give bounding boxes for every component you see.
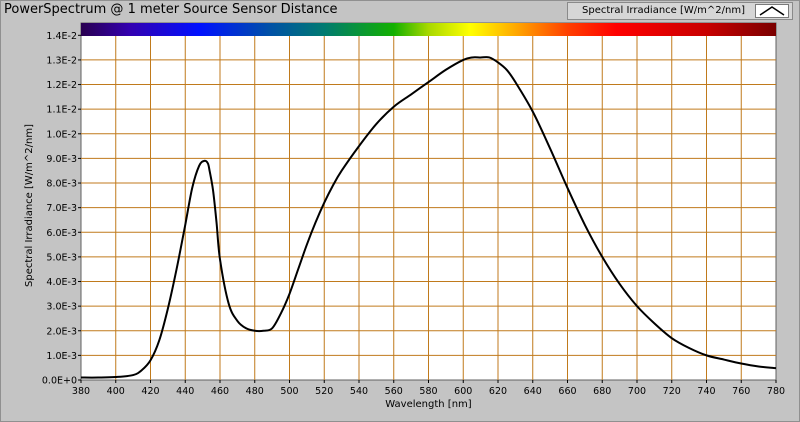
x-tick-label: 460 (211, 386, 229, 397)
x-tick-label: 620 (489, 386, 507, 397)
x-tick-label: 600 (454, 386, 472, 397)
y-tick-label: 8.0E-3 (46, 179, 77, 190)
y-tick-label: 3.0E-3 (46, 302, 77, 313)
x-tick-label: 440 (176, 386, 194, 397)
y-tick-label: 7.0E-3 (46, 203, 77, 214)
spectrum-bar (81, 23, 776, 36)
x-tick-label: 540 (350, 386, 368, 397)
x-tick-label: 740 (697, 386, 715, 397)
y-tick-label: 1.0E-2 (46, 129, 77, 140)
x-tick-label: 480 (246, 386, 264, 397)
line-sample-icon[interactable] (755, 4, 789, 18)
y-tick-label: 1.2E-2 (46, 80, 77, 91)
y-tick-label: 1.4E-2 (46, 31, 77, 42)
y-tick-label: 2.0E-3 (46, 326, 77, 337)
x-tick-label: 780 (767, 386, 785, 397)
y-tick-label: 5.0E-3 (46, 252, 77, 263)
y-tick-label: 4.0E-3 (46, 277, 77, 288)
y-tick-label: 9.0E-3 (46, 154, 77, 165)
x-tick-label: 720 (663, 386, 681, 397)
x-tick-label: 660 (558, 386, 576, 397)
chart-title: PowerSpectrum @ 1 meter Source Sensor Di… (4, 2, 338, 17)
x-tick-label: 580 (419, 386, 437, 397)
y-tick-label: 1.3E-2 (46, 55, 77, 66)
y-axis-label: Spectral Irradiance [W/m^2/nm] (24, 124, 35, 287)
series-line (80, 56, 777, 379)
x-tick-label: 500 (280, 386, 298, 397)
x-tick-label: 380 (72, 386, 90, 397)
x-tick-label: 420 (141, 386, 159, 397)
y-tick-label: 6.0E-3 (46, 228, 77, 239)
x-tick-label: 700 (628, 386, 646, 397)
x-tick-label: 560 (385, 386, 403, 397)
legend-box[interactable]: Spectral Irradiance [W/m^2/nm] (567, 2, 793, 20)
y-tick-label: 1.1E-2 (46, 105, 77, 116)
x-tick-label: 520 (315, 386, 333, 397)
x-tick-label: 400 (107, 386, 125, 397)
x-axis-label: Wavelength [nm] (385, 399, 471, 410)
x-tick-label: 680 (593, 386, 611, 397)
y-tick-label: 1.0E-3 (46, 351, 77, 362)
legend-label: Spectral Irradiance [W/m^2/nm] (582, 5, 745, 16)
x-tick-label: 760 (732, 386, 750, 397)
y-tick-label: 0.0E+0 (42, 376, 77, 387)
x-tick-label: 640 (524, 386, 542, 397)
